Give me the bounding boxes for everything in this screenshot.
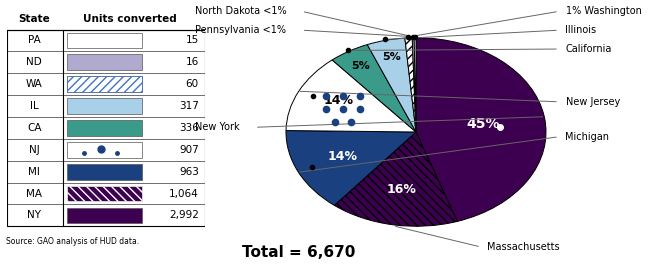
Bar: [6, 30, 205, 226]
Wedge shape: [416, 38, 546, 221]
Text: NJ: NJ: [29, 145, 40, 155]
Bar: [67, 54, 142, 70]
Text: Pennsylvania <1%: Pennsylvania <1%: [195, 25, 286, 35]
Text: 60: 60: [186, 79, 199, 89]
Text: 16%: 16%: [387, 183, 417, 196]
Text: 5%: 5%: [382, 52, 400, 62]
Wedge shape: [367, 38, 416, 132]
Bar: [67, 76, 142, 92]
Bar: [67, 164, 142, 180]
Wedge shape: [286, 130, 416, 205]
Text: New Jersey: New Jersey: [566, 97, 619, 107]
Wedge shape: [332, 45, 416, 132]
Wedge shape: [405, 38, 416, 132]
Bar: [67, 98, 142, 114]
Bar: [67, 186, 142, 201]
Text: WA: WA: [26, 79, 43, 89]
Bar: [67, 76, 142, 92]
Wedge shape: [286, 60, 416, 132]
Text: 5%: 5%: [352, 61, 370, 71]
Text: 907: 907: [179, 145, 199, 155]
Text: 963: 963: [179, 167, 199, 177]
Text: NY: NY: [27, 210, 41, 220]
Text: State: State: [18, 14, 50, 24]
Text: Source: GAO analysis of HUD data.: Source: GAO analysis of HUD data.: [6, 237, 140, 246]
Text: Massachusetts: Massachusetts: [488, 242, 560, 252]
Text: MA: MA: [26, 188, 42, 199]
Wedge shape: [412, 38, 416, 132]
Text: 317: 317: [179, 101, 199, 111]
Text: Total = 6,670: Total = 6,670: [242, 245, 356, 260]
Text: North Dakota <1%: North Dakota <1%: [195, 6, 287, 16]
Bar: [67, 208, 142, 223]
Text: 336: 336: [179, 123, 199, 133]
Text: Illinois: Illinois: [566, 25, 597, 35]
Text: ND: ND: [27, 57, 42, 67]
Bar: [67, 120, 142, 136]
Text: 14%: 14%: [324, 94, 354, 107]
Text: Units converted: Units converted: [83, 14, 176, 24]
Text: PA: PA: [28, 35, 41, 45]
Text: California: California: [566, 44, 612, 54]
Text: 14%: 14%: [328, 150, 358, 163]
Text: 2,992: 2,992: [169, 210, 199, 220]
Text: 45%: 45%: [466, 117, 499, 131]
Bar: [67, 186, 142, 201]
Text: 1% Washington: 1% Washington: [566, 6, 642, 16]
Text: 16: 16: [185, 57, 199, 67]
Text: New York: New York: [195, 122, 240, 132]
Text: 15: 15: [185, 35, 199, 45]
Text: CA: CA: [27, 123, 42, 133]
Wedge shape: [334, 132, 458, 226]
Text: Michigan: Michigan: [566, 132, 610, 142]
Text: 1,064: 1,064: [169, 188, 199, 199]
Bar: [67, 33, 142, 48]
Text: IL: IL: [30, 101, 38, 111]
Text: MI: MI: [29, 167, 40, 177]
Bar: [67, 142, 142, 158]
Wedge shape: [414, 38, 416, 132]
